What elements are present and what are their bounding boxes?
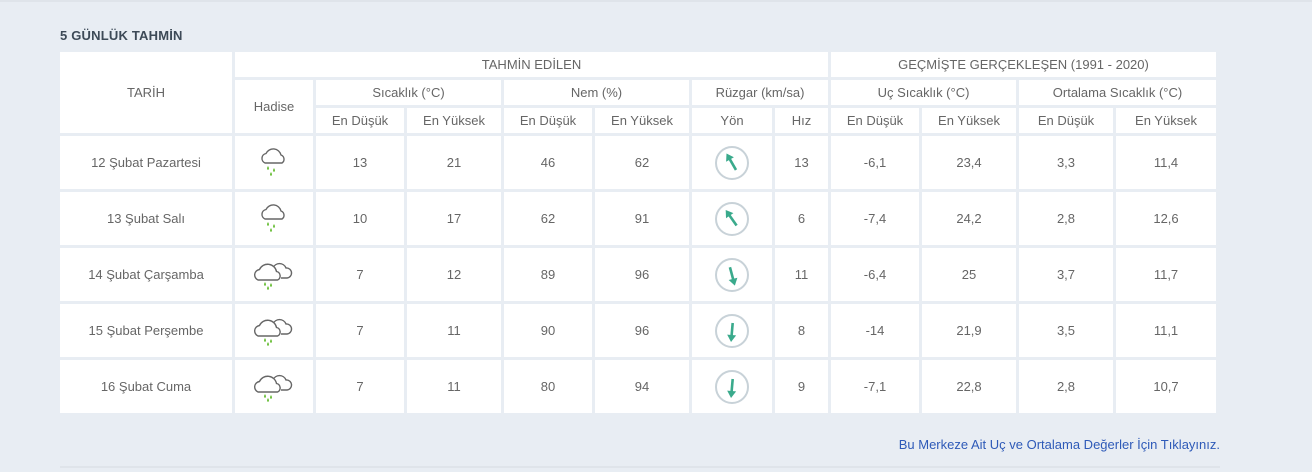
table-row: 15 Şubat Perşembe 7 11 90 96 8 -14 21,9 3,5 11,1: [60, 304, 1216, 357]
humidity-max: 91: [595, 192, 689, 245]
extreme-max: 25: [922, 248, 1016, 301]
row-date: 14 Şubat Çarşamba: [60, 248, 232, 301]
temp-min: 7: [316, 304, 404, 357]
humidity-max: 96: [595, 304, 689, 357]
wind-direction: [692, 192, 772, 245]
header-avg-max: En Yüksek: [1116, 108, 1216, 133]
weather-cell: [235, 248, 313, 301]
rain-clouds-icon: [251, 255, 297, 294]
extreme-max: 24,2: [922, 192, 1016, 245]
temp-min: 7: [316, 248, 404, 301]
temp-max: 17: [407, 192, 501, 245]
avg-max: 11,4: [1116, 136, 1216, 189]
avg-max: 10,7: [1116, 360, 1216, 413]
wind-direction-icon: [715, 201, 749, 236]
details-link[interactable]: Bu Merkeze Ait Uç ve Ortalama Değerler İ…: [898, 437, 1220, 452]
temp-max: 21: [407, 136, 501, 189]
rain-clouds-icon: [251, 311, 297, 350]
temp-min: 7: [316, 360, 404, 413]
wind-speed: 11: [775, 248, 828, 301]
section-title: 5 GÜNLÜK TAHMİN: [60, 28, 183, 43]
extreme-min: -14: [831, 304, 919, 357]
forecast-table: TARİH TAHMİN EDİLEN GEÇMİŞTE GERÇEKLEŞEN…: [57, 49, 1219, 416]
wind-direction-icon: [715, 369, 749, 404]
weather-cell: [235, 136, 313, 189]
header-forecast: TAHMİN EDİLEN: [235, 52, 828, 77]
header-extreme-temp: Uç Sıcaklık (°C): [831, 80, 1016, 105]
avg-min: 3,5: [1019, 304, 1113, 357]
wind-speed: 9: [775, 360, 828, 413]
header-date: TARİH: [60, 52, 232, 133]
extreme-min: -7,1: [831, 360, 919, 413]
header-hum-max: En Yüksek: [595, 108, 689, 133]
humidity-min: 90: [504, 304, 592, 357]
bottom-divider: [60, 466, 1220, 468]
avg-max: 12,6: [1116, 192, 1216, 245]
table-row: 16 Şubat Cuma 7 11 80 94 9 -7,1 22,8 2,8 10,7: [60, 360, 1216, 413]
wind-direction: [692, 248, 772, 301]
avg-min: 2,8: [1019, 360, 1113, 413]
rain-clouds-icon: [251, 367, 297, 406]
wind-direction: [692, 136, 772, 189]
weather-cell: [235, 192, 313, 245]
humidity-min: 46: [504, 136, 592, 189]
header-ext-max: En Yüksek: [922, 108, 1016, 133]
temp-min: 13: [316, 136, 404, 189]
extreme-max: 22,8: [922, 360, 1016, 413]
header-temp: Sıcaklık (°C): [316, 80, 501, 105]
humidity-min: 80: [504, 360, 592, 413]
humidity-max: 96: [595, 248, 689, 301]
wind-direction-icon: [715, 257, 749, 292]
temp-max: 11: [407, 304, 501, 357]
header-wind: Rüzgar (km/sa): [692, 80, 828, 105]
temp-max: 11: [407, 360, 501, 413]
header-avg-temp: Ortalama Sıcaklık (°C): [1019, 80, 1216, 105]
table-row: 12 Şubat Pazartesi 13 21 46 62 13 -6,1 23,4 3,3 1…: [60, 136, 1216, 189]
header-wind-speed: Hız: [775, 108, 828, 133]
row-date: 13 Şubat Salı: [60, 192, 232, 245]
humidity-max: 94: [595, 360, 689, 413]
avg-max: 11,1: [1116, 304, 1216, 357]
extreme-min: -7,4: [831, 192, 919, 245]
avg-min: 3,3: [1019, 136, 1113, 189]
temp-min: 10: [316, 192, 404, 245]
row-date: 16 Şubat Cuma: [60, 360, 232, 413]
extreme-min: -6,4: [831, 248, 919, 301]
header-past: GEÇMİŞTE GERÇEKLEŞEN (1991 - 2020): [831, 52, 1216, 77]
weather-cell: [235, 360, 313, 413]
temp-max: 12: [407, 248, 501, 301]
header-wind-dir: Yön: [692, 108, 772, 133]
wind-direction-icon: [715, 313, 749, 348]
header-event: Hadise: [235, 80, 313, 133]
rain-cloud-icon: [256, 144, 292, 181]
wind-speed: 6: [775, 192, 828, 245]
extreme-max: 21,9: [922, 304, 1016, 357]
wind-direction-icon: [715, 145, 749, 180]
top-divider: [0, 0, 1312, 2]
row-date: 12 Şubat Pazartesi: [60, 136, 232, 189]
wind-direction: [692, 360, 772, 413]
table-row: 14 Şubat Çarşamba 7 12 89 96 11 -6,4 25 3,7 11,7: [60, 248, 1216, 301]
extreme-max: 23,4: [922, 136, 1016, 189]
avg-min: 2,8: [1019, 192, 1113, 245]
header-temp-max: En Yüksek: [407, 108, 501, 133]
wind-speed: 13: [775, 136, 828, 189]
humidity-min: 89: [504, 248, 592, 301]
wind-direction: [692, 304, 772, 357]
humidity-max: 62: [595, 136, 689, 189]
extreme-min: -6,1: [831, 136, 919, 189]
row-date: 15 Şubat Perşembe: [60, 304, 232, 357]
weather-cell: [235, 304, 313, 357]
rain-cloud-icon: [256, 200, 292, 237]
avg-min: 3,7: [1019, 248, 1113, 301]
header-hum-min: En Düşük: [504, 108, 592, 133]
header-temp-min: En Düşük: [316, 108, 404, 133]
header-humidity: Nem (%): [504, 80, 689, 105]
wind-speed: 8: [775, 304, 828, 357]
header-ext-min: En Düşük: [831, 108, 919, 133]
humidity-min: 62: [504, 192, 592, 245]
avg-max: 11,7: [1116, 248, 1216, 301]
table-row: 13 Şubat Salı 10 17 62 91 6 -7,4 24,2 2,8 12,6: [60, 192, 1216, 245]
header-avg-min: En Düşük: [1019, 108, 1113, 133]
